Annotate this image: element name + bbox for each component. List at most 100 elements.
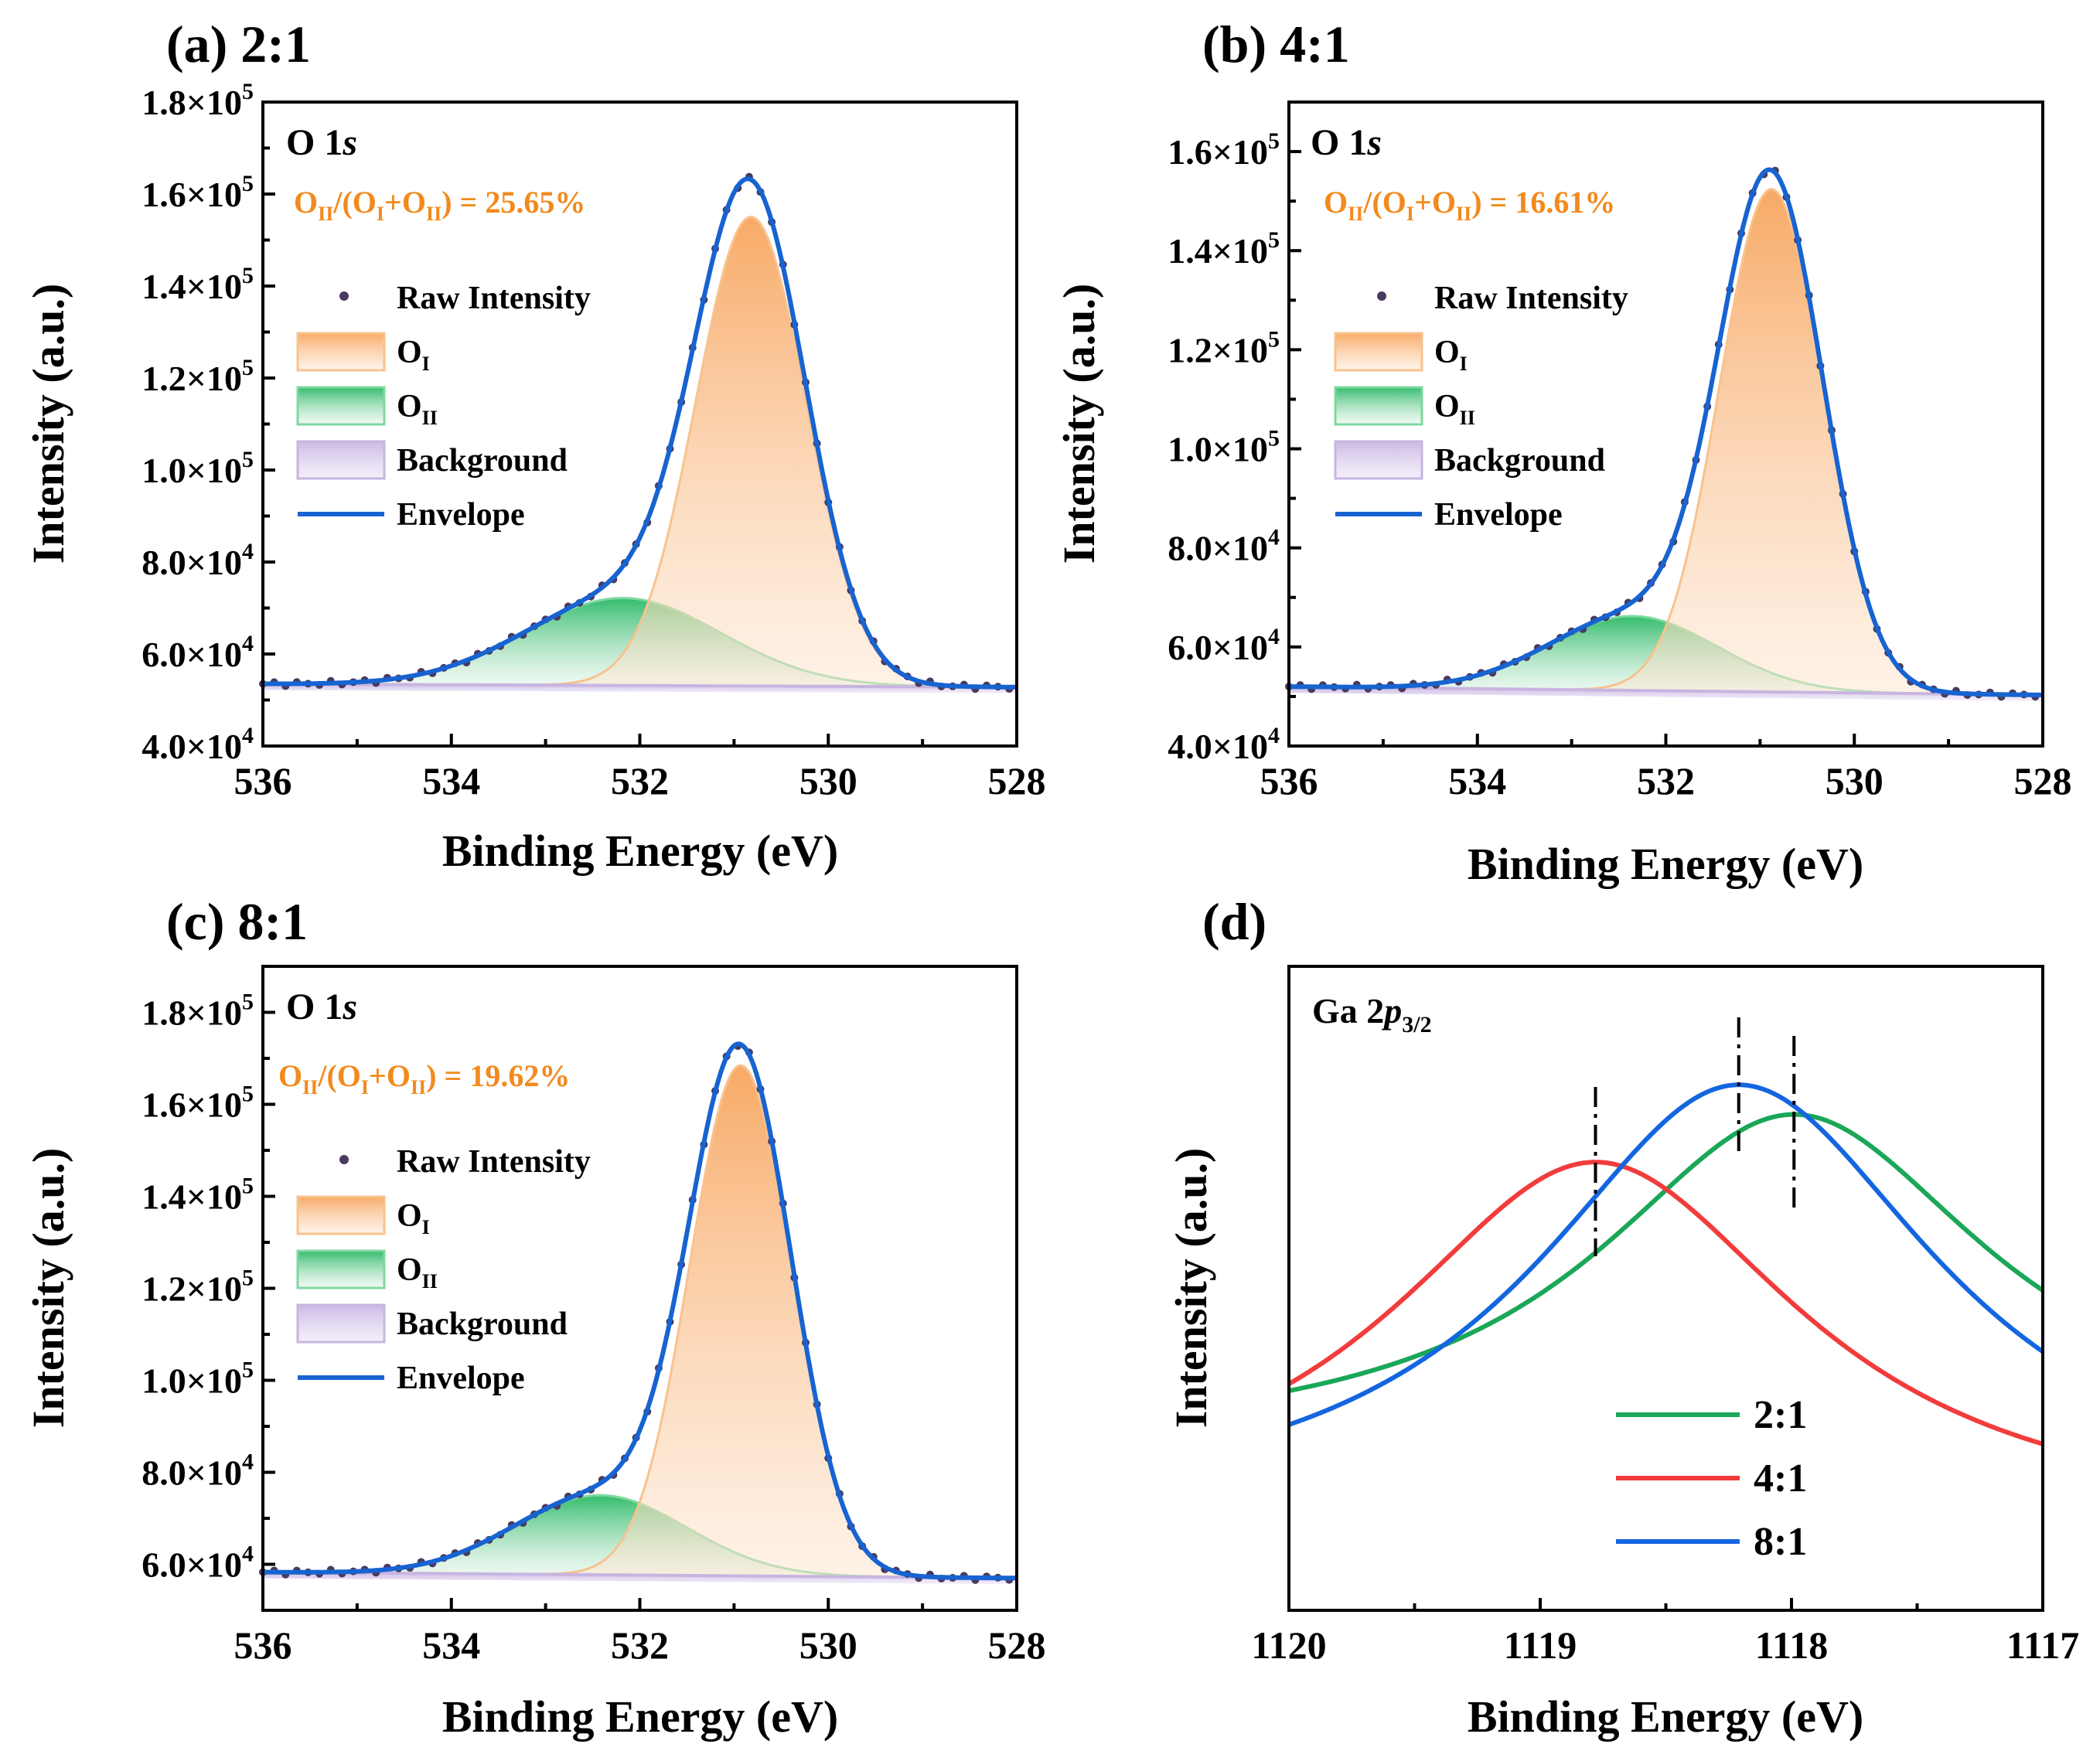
panel-c-x-ticks: 536 534 532 530 528 [234, 1598, 1046, 1667]
panel-a-y-tick-label: 4.0×104 [141, 723, 254, 766]
panel-a-y-tick-label: 1.6×105 [141, 171, 254, 214]
panel-a-background-line [263, 682, 1017, 689]
panel-b-y-tick-exponent: 4 [1268, 525, 1280, 550]
panel-c-envelope-line [263, 1041, 1017, 1581]
panel-b-y-tick-mantissa: 1.6×10 [1168, 132, 1268, 172]
panel-b-legend-raw-symbol [1377, 291, 1386, 301]
panel-a-legend-label-sub: II [422, 407, 438, 429]
panel-c-x-tick-label: 532 [611, 1623, 669, 1667]
panel-a-y-tick-label: 1.0×105 [141, 447, 254, 490]
panel-c-y-tick-mantissa: 1.6×10 [141, 1085, 242, 1125]
panel-b-legend-label-main: O [1434, 335, 1460, 370]
panel-a-y-tick-label: 1.4×105 [141, 263, 254, 306]
panel-b-legend-label: OII [1434, 389, 1475, 429]
panel-a-label: (a) 2:1 [166, 15, 311, 73]
panel-b-y-tick-exponent: 4 [1268, 624, 1280, 649]
panel-c-y-tick-label: 1.2×105 [141, 1266, 254, 1309]
panel-c-frame [261, 965, 1018, 1612]
panel-b-y-tick-label: 4.0×104 [1168, 723, 1280, 766]
panel-c-y-tick-label: 1.8×105 [141, 990, 254, 1033]
panel-a-y-tick-exponent: 4 [242, 539, 254, 564]
panel-a-ratio: OII/(OI+OII) = 25.65% [294, 185, 585, 225]
panel-c-y-tick-label: 8.0×104 [141, 1450, 254, 1493]
panel-d-title: Ga 2p3/2 [1312, 991, 1432, 1037]
panel-a-y-tick-mantissa: 1.6×10 [141, 175, 242, 214]
panel-b-y-tick-exponent: 5 [1268, 326, 1280, 352]
panel-c-y-tick-exponent: 5 [242, 1174, 254, 1199]
panel-a: (a) 2:1 4.0×1046.0×1048.0×1041.0×1051.2×… [23, 15, 1046, 876]
panel-a-y-tick-mantissa: 1.4×10 [141, 267, 242, 306]
panel-b-legend-oii-swatch [1334, 386, 1423, 426]
panel-c-legend-bg-swatch [296, 1303, 386, 1344]
panel-a-ylabel: Intensity (a.u.) [23, 284, 73, 564]
panel-c-y-tick-exponent: 4 [242, 1450, 254, 1475]
panel-c-background-line [263, 1570, 1017, 1580]
panel-a-y-tick-exponent: 5 [242, 355, 254, 380]
panel-c-legend-label: Envelope [397, 1361, 525, 1396]
panel-c-y-tick-label: 1.0×105 [141, 1358, 254, 1401]
panel-c-y-tick-mantissa: 1.8×10 [141, 993, 242, 1033]
panel-c-y-tick-mantissa: 1.4×10 [141, 1177, 242, 1217]
panel-c-ratio: OII/(OI+OII) = 19.62% [278, 1058, 570, 1099]
panel-c-label: (c) 8:1 [166, 892, 308, 951]
panel-a-x-tick-label: 536 [234, 759, 292, 802]
panel-a-legend-label: OII [397, 389, 438, 429]
panel-a-y-tick-mantissa: 1.8×10 [141, 83, 242, 122]
panel-b-ylabel: Intensity (a.u.) [1054, 284, 1104, 564]
panel-d-legend-label: 8:1 [1754, 1520, 1807, 1564]
panel-b-background-band [1289, 686, 2043, 702]
panel-d-curves [1287, 1082, 2044, 1446]
panel-b-legend-label: Raw Intensity [1434, 281, 1628, 316]
panel-d-peak-markers [1594, 1017, 1796, 1256]
panel-a-x-ticks: 536 534 532 530 528 [234, 734, 1046, 802]
panel-a-frame [261, 100, 1018, 748]
panel-c-y-ticks: 6.0×1048.0×1041.0×1051.2×1051.4×1051.6×1… [141, 965, 275, 1585]
panel-c-legend-oi-swatch [296, 1195, 386, 1235]
panel-c-curves [259, 1041, 1017, 1585]
panel-c-x-tick-label: 530 [799, 1623, 857, 1667]
panel-b-legend-label-sub: I [1460, 353, 1468, 375]
panel-c-y-tick-exponent: 5 [242, 1082, 254, 1107]
panel-a-y-tick-label: 6.0×104 [141, 631, 254, 674]
panel-c-y-tick-label: 1.6×105 [141, 1082, 254, 1125]
panel-b-y-tick-exponent: 4 [1268, 723, 1280, 748]
panel-a-y-tick-mantissa: 6.0×10 [141, 635, 242, 674]
panel-d-legend: 2:1 4:1 8:1 [1616, 1393, 1807, 1564]
panel-c-y-tick-mantissa: 1.2×10 [141, 1269, 242, 1309]
panel-c-legend-label-main: O [397, 1252, 422, 1288]
panel-a-x-tick-label: 530 [799, 759, 857, 802]
panel-a-legend-label-main: O [397, 389, 422, 424]
panel-d-label: (d) [1202, 892, 1266, 951]
panel-d-x-tick-label: 1119 [1504, 1623, 1577, 1667]
panel-a-y-tick-mantissa: 1.0×10 [141, 451, 242, 490]
panel-c-legend-label: OI [397, 1198, 430, 1238]
panel-c-y-tick-exponent: 5 [242, 1358, 254, 1383]
panel-b: (b) 4:1 4.0×1046.0×1048.0×1041.0×1051.2×… [1054, 15, 2072, 889]
panel-a-legend-label: Envelope [397, 497, 525, 533]
panel-c-y-tick-exponent: 5 [242, 990, 254, 1015]
panel-d-x-tick-label: 1118 [1755, 1623, 1828, 1667]
panel-a-y-tick-label: 8.0×104 [141, 539, 254, 582]
panel-a-legend-label: OI [397, 335, 430, 375]
panel-d-x-ticks: 1120 1119 1118 1117 [1251, 1598, 2079, 1667]
panel-a-legend-label: Background [397, 443, 568, 479]
panel-b-background-line [1289, 685, 2043, 697]
panel-a-x-tick-label: 528 [988, 759, 1046, 802]
panel-a-y-tick-exponent: 4 [242, 631, 254, 656]
panel-a-x-tick-label: 534 [422, 759, 480, 802]
panel-b-y-tick-label: 1.2×105 [1168, 326, 1280, 370]
panel-b-legend-label: Background [1434, 443, 1605, 479]
panel-d-x-tick-label: 1120 [1251, 1623, 1326, 1667]
panel-c-legend-raw-symbol [339, 1155, 349, 1164]
panel-a-title: O 1s [286, 122, 357, 163]
panel-a-legend-label-sub: I [422, 353, 430, 375]
panel-a-y-tick-exponent: 5 [242, 263, 254, 288]
panel-b-y-ticks: 4.0×1046.0×1048.0×1041.0×1051.2×1051.4×1… [1168, 100, 1301, 766]
panel-b-x-tick-label: 530 [1826, 759, 1884, 802]
panel-a-xlabel: Binding Energy (eV) [442, 826, 838, 876]
panel-b-y-tick-mantissa: 1.2×10 [1168, 330, 1268, 370]
panel-c-legend-label: Background [397, 1306, 568, 1342]
panel-b-legend-oi-swatch [1334, 332, 1423, 372]
panel-a-y-ticks: 4.0×1046.0×1048.0×1041.0×1051.2×1051.4×1… [141, 79, 275, 766]
